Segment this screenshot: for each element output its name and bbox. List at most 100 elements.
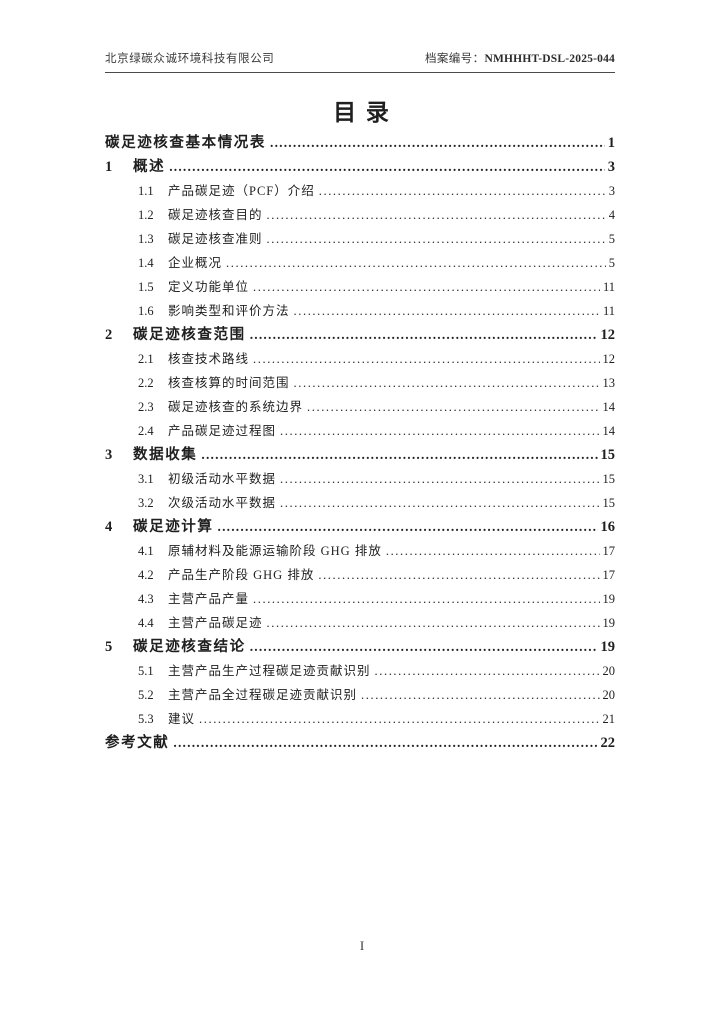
toc-entry-page: 11 [602, 280, 615, 294]
toc-dot-leader [169, 155, 605, 179]
toc-entry-page: 19 [600, 639, 616, 655]
toc-entry: 4.2 产品生产阶段 GHG 排放 17 [105, 563, 615, 587]
page-header: 北京绿碳众诚环境科技有限公司 档案编号：NMHHHT-DSL-2025-044 [105, 50, 615, 73]
toc-entry-page: 3 [607, 159, 615, 175]
toc-entry-label: 产品碳足迹过程图 [168, 424, 277, 438]
toc-dot-leader [250, 323, 598, 347]
toc-entry: 3.1 初级活动水平数据 15 [105, 467, 615, 491]
toc-entry-page: 20 [602, 664, 616, 678]
toc-entry-label: 主营产品产量 [168, 592, 250, 606]
toc-entry-label: 核查核算的时间范围 [168, 376, 290, 390]
toc-entry-number: 4.1 [138, 544, 154, 558]
toc-entry-label: 碳足迹核查目的 [168, 208, 263, 222]
toc-entry-number: 1 [105, 159, 113, 175]
toc-entry-number: 1.5 [138, 280, 154, 294]
toc-entry-number: 4.3 [138, 592, 154, 606]
toc-dot-leader [294, 371, 600, 395]
toc-entry-number: 3 [105, 447, 113, 463]
toc-entry-number: 1.2 [138, 208, 154, 222]
toc-entry: 1.2 碳足迹核查目的 4 [105, 203, 615, 227]
toc-dot-leader [319, 179, 606, 203]
toc-entry-page: 19 [602, 592, 616, 606]
toc-entry: 2 碳足迹核查范围 12 [105, 323, 615, 347]
toc-list: 碳足迹核查基本情况表11概述31.1产品碳足迹（PCF）介绍31.2碳足迹核查目… [105, 131, 615, 755]
toc-dot-leader [280, 419, 599, 443]
toc-dot-leader [201, 443, 597, 467]
toc-dot-leader [280, 467, 599, 491]
toc-entry: 1.3 碳足迹核查准则 5 [105, 227, 615, 251]
toc-dot-leader [267, 203, 606, 227]
toc-entry-label: 碳足迹核查范围 [133, 327, 246, 343]
toc-entry: 4 碳足迹计算 16 [105, 515, 615, 539]
toc-entry-label: 次级活动水平数据 [168, 496, 277, 510]
toc-entry-page: 3 [608, 184, 615, 198]
toc-dot-leader [199, 707, 599, 731]
toc-entry-label: 定义功能单位 [168, 280, 250, 294]
toc-entry-page: 22 [600, 735, 616, 751]
toc-entry-number: 1.4 [138, 256, 154, 270]
toc-dot-leader [280, 491, 599, 515]
toc-dot-leader [386, 539, 600, 563]
toc-entry-number: 1.6 [138, 304, 154, 318]
toc-dot-leader [173, 731, 597, 755]
toc-entry-label: 参考文献 [105, 735, 170, 751]
toc-dot-leader [253, 587, 599, 611]
toc-entry: 2.1 核查技术路线 12 [105, 347, 615, 371]
toc-entry: 3 数据收集 15 [105, 443, 615, 467]
toc-dot-leader [361, 683, 599, 707]
toc-entry-number: 4.4 [138, 616, 154, 630]
toc-entry: 5 碳足迹核查结论 19 [105, 635, 615, 659]
toc-entry: 2.3 碳足迹核查的系统边界 14 [105, 395, 615, 419]
toc-entry-label: 产品生产阶段 GHG 排放 [168, 568, 315, 582]
archive-number-value: NMHHHT-DSL-2025-044 [484, 53, 615, 65]
toc-entry: 5.2 主营产品全过程碳足迹贡献识别 20 [105, 683, 615, 707]
toc-entry-label: 主营产品碳足迹 [168, 616, 263, 630]
toc-dot-leader [218, 515, 598, 539]
toc-entry: 5.3 建议 21 [105, 707, 615, 731]
toc-entry-label: 碳足迹计算 [133, 519, 214, 535]
toc-entry-page: 17 [602, 544, 616, 558]
toc-entry-page: 13 [602, 376, 616, 390]
toc-dot-leader [253, 347, 599, 371]
toc-entry-number: 5.2 [138, 688, 154, 702]
toc-dot-leader [253, 275, 600, 299]
toc-dot-leader [226, 251, 606, 275]
toc-entry-page: 14 [602, 424, 616, 438]
toc-entry-label: 碳足迹核查基本情况表 [105, 135, 266, 151]
toc-entry: 5.1 主营产品生产过程碳足迹贡献识别 20 [105, 659, 615, 683]
toc-entry: 1.6 影响类型和评价方法 11 [105, 299, 615, 323]
archive-number-label: 档案编号： [424, 53, 485, 65]
toc-entry-page: 20 [602, 688, 616, 702]
toc-dot-leader [267, 611, 600, 635]
toc-entry-label: 碳足迹核查的系统边界 [168, 400, 304, 414]
toc-entry-label: 主营产品全过程碳足迹贡献识别 [168, 688, 358, 702]
toc-dot-leader [318, 563, 599, 587]
toc-entry: 2.2 核查核算的时间范围 13 [105, 371, 615, 395]
toc-entry: 1.4 企业概况 5 [105, 251, 615, 275]
toc-entry-page: 5 [608, 256, 615, 270]
toc-entry-number: 3.2 [138, 496, 154, 510]
toc-entry: 4.4 主营产品碳足迹 19 [105, 611, 615, 635]
toc-entry-label: 核查技术路线 [168, 352, 250, 366]
toc-entry-page: 19 [602, 616, 616, 630]
toc-dot-leader [375, 659, 600, 683]
toc-entry-number: 4.2 [138, 568, 154, 582]
toc-entry-label: 产品碳足迹（PCF）介绍 [168, 184, 315, 198]
toc-entry-number: 1.1 [138, 184, 154, 198]
toc-dot-leader [307, 395, 599, 419]
toc-entry-label: 数据收集 [133, 447, 198, 463]
toc-entry-page: 1 [607, 135, 615, 151]
page-number: I [359, 938, 365, 953]
toc-entry: 1.5 定义功能单位 11 [105, 275, 615, 299]
toc-entry-number: 2.2 [138, 376, 154, 390]
toc-entry-page: 12 [600, 327, 616, 343]
toc-entry: 1.1 产品碳足迹（PCF）介绍 3 [105, 179, 615, 203]
toc-entry-page: 15 [602, 496, 616, 510]
toc-entry-label: 原辅材料及能源运输阶段 GHG 排放 [168, 544, 382, 558]
toc-entry: 4.3 主营产品产量 19 [105, 587, 615, 611]
toc-entry-label: 建议 [168, 712, 196, 726]
toc-entry: 3.2 次级活动水平数据 15 [105, 491, 615, 515]
toc-entry-number: 4 [105, 519, 113, 535]
toc-entry-page: 17 [602, 568, 616, 582]
